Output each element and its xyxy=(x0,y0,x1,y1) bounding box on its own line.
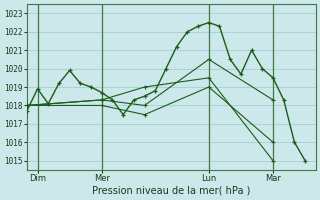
X-axis label: Pression niveau de la mer( hPa ): Pression niveau de la mer( hPa ) xyxy=(92,186,251,196)
